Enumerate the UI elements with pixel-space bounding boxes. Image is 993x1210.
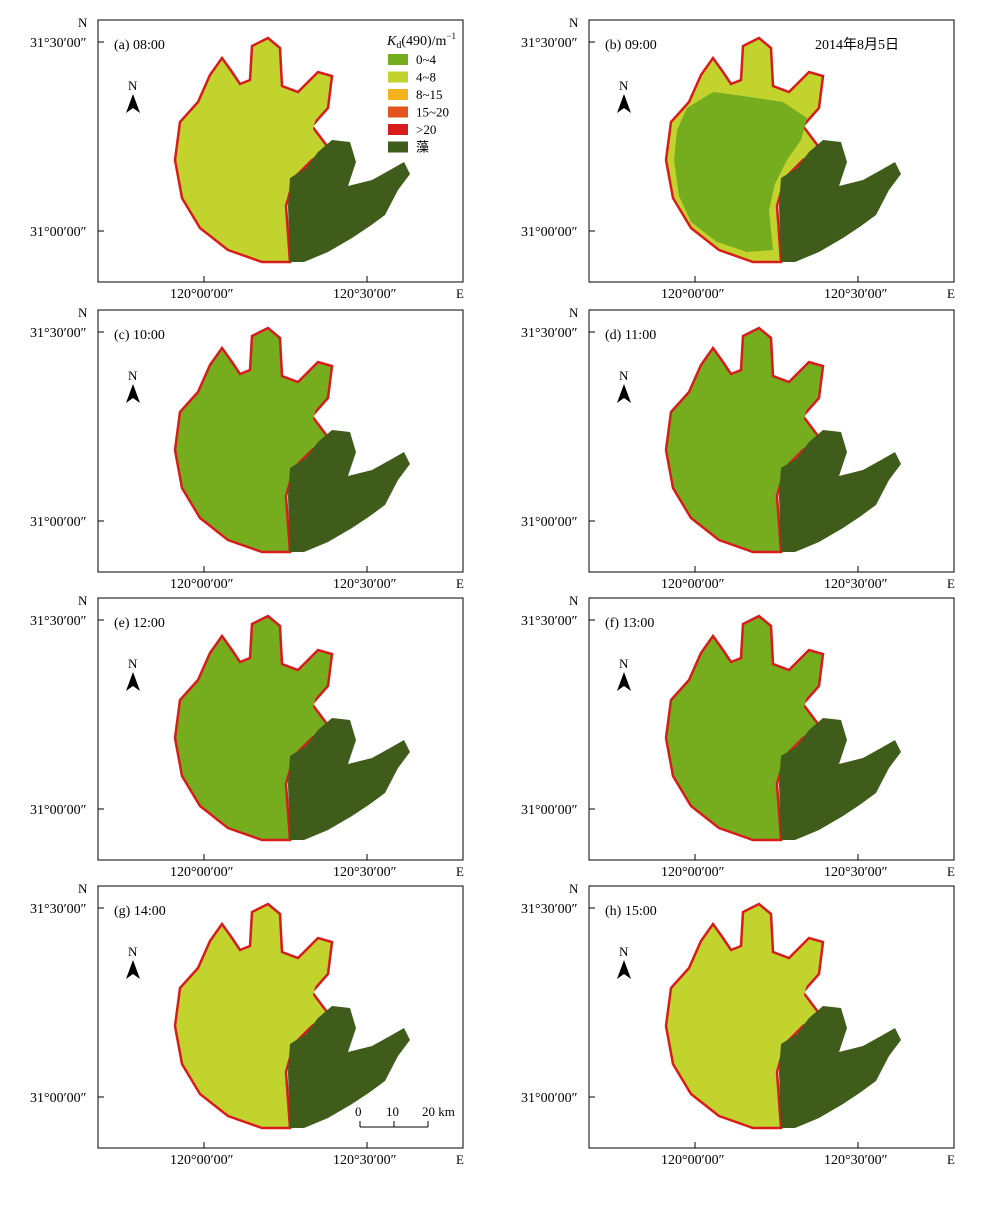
scale-bar-tick-label: 20 km <box>422 1104 455 1119</box>
north-axis-label: N <box>569 15 579 30</box>
north-arrow-icon: N <box>617 78 631 113</box>
east-axis-label: E <box>456 576 464 591</box>
lon-left-label: 120°00′00″ <box>170 865 234 880</box>
north-axis-label: N <box>569 593 579 608</box>
legend-item-label: 15~20 <box>416 105 449 120</box>
lat-bottom-label: 31°00′00″ <box>30 803 87 818</box>
north-axis-label: N <box>569 305 579 320</box>
lat-bottom-label: 31°00′00″ <box>30 515 87 530</box>
east-axis-label: E <box>947 1152 955 1167</box>
lon-right-label: 120°30′00″ <box>824 1153 888 1168</box>
panel-label: (a) 08:00 <box>114 38 165 53</box>
legend-swatch <box>388 141 408 153</box>
north-arrow-icon: N <box>617 656 631 691</box>
north-arrow-icon: N <box>126 944 140 979</box>
lon-left-label: 120°00′00″ <box>661 577 725 592</box>
lon-right-label: 120°30′00″ <box>333 1153 397 1168</box>
north-arrow-icon: N <box>126 656 140 691</box>
map-panel: N (f) 13:00 N 31°30′00″ 31°00′00″ 120°00′00″ 1… <box>521 593 955 880</box>
lat-bottom-label: 31°00′00″ <box>521 515 578 530</box>
lon-left-label: 120°00′00″ <box>661 1153 725 1168</box>
lat-top-label: 31°30′00″ <box>521 36 578 51</box>
legend-item-label: 4~8 <box>416 70 436 85</box>
legend-swatch <box>388 106 408 118</box>
legend-swatch <box>388 89 408 100</box>
lon-right-label: 120°30′00″ <box>824 865 888 880</box>
north-axis-label: N <box>78 15 88 30</box>
map-panel: N (d) 11:00 N 31°30′00″ 31°00′00″ 120°00′00″ 1… <box>521 305 955 592</box>
lon-left-label: 120°00′00″ <box>661 865 725 880</box>
scale-bar-tick-label: 0 <box>355 1104 362 1119</box>
lon-left-label: 120°00′00″ <box>661 287 725 302</box>
scale-bar-tick-label: 10 <box>386 1104 399 1119</box>
panel-label: (b) 09:00 <box>605 38 657 53</box>
legend-swatch <box>388 124 408 135</box>
panel-label: (f) 13:00 <box>605 616 654 631</box>
lon-right-label: 120°30′00″ <box>333 865 397 880</box>
north-arrow-label: N <box>128 656 138 671</box>
legend-item-label: 藻 <box>416 140 429 155</box>
legend: Kd(490)/m−1 0~4 4~8 8~15 15~20 >20 藻 <box>386 31 456 155</box>
legend-title: Kd(490)/m−1 <box>386 31 456 51</box>
lat-bottom-label: 31°00′00″ <box>521 803 578 818</box>
north-arrow-label: N <box>128 368 138 383</box>
lon-right-label: 120°30′00″ <box>333 287 397 302</box>
north-axis-label: N <box>78 593 88 608</box>
north-axis-label: N <box>569 881 579 896</box>
lat-top-label: 31°30′00″ <box>30 614 87 629</box>
east-axis-label: E <box>456 864 464 879</box>
panel-label: (g) 14:00 <box>114 904 166 919</box>
legend-item-label: 0~4 <box>416 52 437 67</box>
lon-right-label: 120°30′00″ <box>824 577 888 592</box>
north-arrow-label: N <box>128 78 138 93</box>
lon-right-label: 120°30′00″ <box>333 577 397 592</box>
map-panel: N (h) 15:00 N 31°30′00″ 31°00′00″ 120°00′00″ 1… <box>521 881 955 1168</box>
east-axis-label: E <box>456 1152 464 1167</box>
north-arrow-icon: N <box>126 78 140 113</box>
panel-label: (c) 10:00 <box>114 328 165 343</box>
lat-bottom-label: 31°00′00″ <box>521 225 578 240</box>
map-panel: N (c) 10:00 N 31°30′00″ 31°00′00″ 120°00′00″ 1… <box>30 305 464 592</box>
map-panel: N (e) 12:00 N 31°30′00″ 31°00′00″ 120°00′00″ 1… <box>30 593 464 880</box>
lon-left-label: 120°00′00″ <box>170 287 234 302</box>
lat-top-label: 31°30′00″ <box>30 36 87 51</box>
legend-item-label: >20 <box>416 122 436 137</box>
lon-left-label: 120°00′00″ <box>170 1153 234 1168</box>
scale-bar: 0 10 20 km <box>355 1104 455 1128</box>
panel-label: (d) 11:00 <box>605 328 656 343</box>
north-arrow-label: N <box>619 944 629 959</box>
east-axis-label: E <box>947 576 955 591</box>
north-arrow-icon: N <box>617 368 631 403</box>
north-arrow-label: N <box>128 944 138 959</box>
lat-top-label: 31°30′00″ <box>30 326 87 341</box>
lat-bottom-label: 31°00′00″ <box>30 1091 87 1106</box>
east-axis-label: E <box>456 286 464 301</box>
north-arrow-label: N <box>619 78 629 93</box>
east-axis-label: E <box>947 864 955 879</box>
lat-bottom-label: 31°00′00″ <box>521 1091 578 1106</box>
north-arrow-label: N <box>619 656 629 671</box>
north-arrow-icon: N <box>126 368 140 403</box>
lon-left-label: 120°00′00″ <box>170 577 234 592</box>
lat-top-label: 31°30′00″ <box>30 902 87 917</box>
lat-top-label: 31°30′00″ <box>521 614 578 629</box>
lon-right-label: 120°30′00″ <box>824 287 888 302</box>
legend-swatch <box>388 54 408 65</box>
lat-bottom-label: 31°00′00″ <box>30 225 87 240</box>
legend-swatch <box>388 71 408 83</box>
date-label: 2014年8月5日 <box>815 37 899 53</box>
north-arrow-label: N <box>619 368 629 383</box>
north-axis-label: N <box>78 305 88 320</box>
legend-item-label: 8~15 <box>416 87 443 102</box>
north-arrow-icon: N <box>617 944 631 979</box>
map-panel: N (g) 14:00 N 31°30′00″ 31°00′00″ 120°00′00″ 1… <box>30 881 464 1168</box>
panel-label: (e) 12:00 <box>114 616 165 631</box>
lat-top-label: 31°30′00″ <box>521 902 578 917</box>
north-axis-label: N <box>78 881 88 896</box>
lat-top-label: 31°30′00″ <box>521 326 578 341</box>
panel-label: (h) 15:00 <box>605 904 657 919</box>
map-panel: N (b) 09:00 N 31°30′00″ 31°00′00″ 120°00′00″ 1… <box>521 15 955 302</box>
east-axis-label: E <box>947 286 955 301</box>
